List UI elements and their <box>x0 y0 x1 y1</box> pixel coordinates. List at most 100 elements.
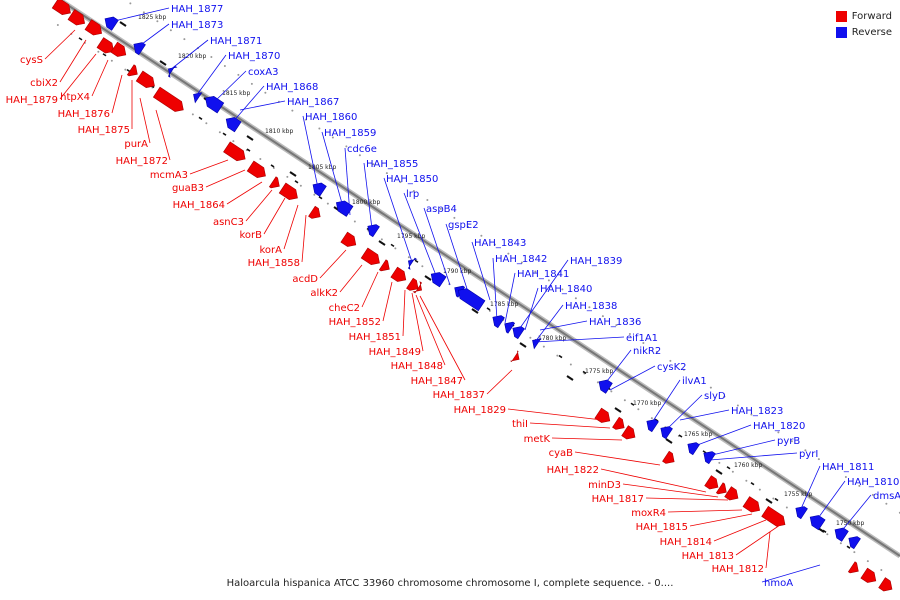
forward-gene-label[interactable]: thiI <box>512 419 528 430</box>
forward-gene-label[interactable]: cbiX2 <box>30 78 58 89</box>
forward-gene-label[interactable]: HAH_1813 <box>682 551 734 562</box>
forward-gene-label[interactable]: HAH_1852 <box>329 317 381 328</box>
forward-gene-arrow[interactable] <box>594 407 613 426</box>
reverse-gene-label[interactable]: hmoA <box>764 578 793 589</box>
reverse-gene-label[interactable]: pyrI <box>799 449 818 460</box>
reverse-gene-label[interactable]: HAH_1850 <box>386 174 438 185</box>
reverse-gene-arrow[interactable] <box>596 377 613 394</box>
forward-gene-label[interactable]: mcmA3 <box>150 170 188 181</box>
reverse-gene-label[interactable]: HAH_1870 <box>228 51 280 62</box>
forward-gene-label[interactable]: acdD <box>292 274 318 285</box>
forward-gene-arrow[interactable] <box>308 205 324 222</box>
forward-gene-label[interactable]: HAH_1849 <box>369 347 421 358</box>
forward-gene-label[interactable]: HAH_1872 <box>116 156 168 167</box>
reverse-gene-label[interactable]: HAH_1860 <box>305 112 357 123</box>
forward-gene-label[interactable]: HAH_1876 <box>58 109 110 120</box>
reverse-gene-label[interactable]: HAH_1871 <box>210 36 262 47</box>
reverse-gene-label[interactable]: HAH_1840 <box>540 284 592 295</box>
forward-gene-label[interactable]: cysS <box>20 55 43 66</box>
reverse-gene-arrow[interactable] <box>490 312 505 329</box>
forward-gene-arrow[interactable] <box>96 37 117 57</box>
forward-gene-label[interactable]: HAH_1879 <box>6 95 58 106</box>
reverse-gene-arrow[interactable] <box>793 503 808 520</box>
reverse-gene-arrow[interactable] <box>644 416 659 433</box>
forward-gene-label[interactable]: htpX4 <box>60 92 90 103</box>
reverse-gene-label[interactable]: pyrB <box>777 436 800 447</box>
reverse-gene-arrow[interactable] <box>310 180 327 197</box>
reverse-gene-arrow[interactable] <box>510 323 525 340</box>
reverse-gene-label[interactable]: HAH_1810 <box>847 477 899 488</box>
forward-gene-arrow[interactable] <box>724 486 742 504</box>
reverse-gene-arrow[interactable] <box>223 114 242 133</box>
forward-gene-label[interactable]: HAH_1822 <box>547 465 599 476</box>
forward-gene-arrow[interactable] <box>51 0 74 18</box>
forward-gene-arrow[interactable] <box>704 475 722 493</box>
forward-gene-arrow[interactable] <box>246 160 269 181</box>
reverse-gene-label[interactable]: HAH_1823 <box>731 406 783 417</box>
forward-gene-label[interactable]: HAH_1851 <box>349 332 401 343</box>
forward-gene-arrow[interactable] <box>612 416 628 433</box>
forward-gene-arrow[interactable] <box>847 561 861 576</box>
forward-gene-arrow[interactable] <box>223 141 249 164</box>
forward-gene-label[interactable]: HAH_1815 <box>636 522 688 533</box>
reverse-gene-label[interactable]: HAH_1842 <box>495 254 547 265</box>
reverse-gene-label[interactable]: slyD <box>704 391 726 402</box>
forward-gene-arrow[interactable] <box>621 425 639 443</box>
reverse-gene-arrow[interactable] <box>365 221 380 238</box>
forward-gene-label[interactable]: HAH_1814 <box>660 537 712 548</box>
forward-gene-arrow[interactable] <box>742 496 763 516</box>
reverse-gene-arrow[interactable] <box>333 198 354 217</box>
reverse-gene-label[interactable]: dmsA <box>873 491 900 502</box>
forward-gene-arrow[interactable] <box>406 277 422 294</box>
reverse-gene-label[interactable]: HAH_1838 <box>565 301 617 312</box>
reverse-gene-label[interactable]: ilvA1 <box>682 376 707 387</box>
reverse-gene-label[interactable]: HAH_1873 <box>171 20 223 31</box>
reverse-gene-arrow[interactable] <box>165 64 178 78</box>
reverse-gene-label[interactable]: lrp <box>406 189 419 200</box>
reverse-gene-label[interactable]: HAH_1811 <box>822 462 874 473</box>
reverse-gene-label[interactable]: cdc6e <box>347 144 377 155</box>
reverse-gene-arrow[interactable] <box>428 269 447 288</box>
forward-gene-arrow[interactable] <box>761 505 789 529</box>
forward-gene-label[interactable]: moxR4 <box>631 508 666 519</box>
forward-gene-arrow[interactable] <box>340 231 359 250</box>
forward-gene-label[interactable]: HAH_1858 <box>248 258 300 269</box>
forward-gene-label[interactable]: guaB3 <box>172 183 204 194</box>
forward-gene-label[interactable]: HAH_1847 <box>411 376 463 387</box>
reverse-gene-arrow[interactable] <box>455 285 486 312</box>
forward-gene-arrow[interactable] <box>152 86 186 115</box>
reverse-gene-label[interactable]: HAH_1839 <box>570 256 622 267</box>
forward-gene-label[interactable]: cyaB <box>549 448 574 459</box>
reverse-gene-label[interactable]: eif1A1 <box>626 333 658 344</box>
reverse-gene-label[interactable]: HAH_1843 <box>474 238 526 249</box>
forward-gene-arrow[interactable] <box>268 176 282 191</box>
reverse-gene-arrow[interactable] <box>846 533 861 550</box>
forward-gene-label[interactable]: alkK2 <box>310 288 338 299</box>
forward-gene-label[interactable]: cheC2 <box>329 303 360 314</box>
forward-gene-label[interactable]: HAH_1837 <box>433 390 485 401</box>
forward-gene-label[interactable]: HAH_1864 <box>173 200 225 211</box>
forward-gene-label[interactable]: HAH_1812 <box>712 564 764 575</box>
forward-gene-arrow[interactable] <box>715 482 729 497</box>
forward-gene-label[interactable]: HAH_1829 <box>454 405 506 416</box>
forward-gene-label[interactable]: HAH_1875 <box>78 125 130 136</box>
forward-gene-arrow[interactable] <box>135 70 158 91</box>
reverse-gene-label[interactable]: HAH_1868 <box>266 82 318 93</box>
reverse-gene-label[interactable]: nikR2 <box>633 346 661 357</box>
forward-gene-label[interactable]: metK <box>524 434 551 445</box>
forward-gene-arrow[interactable] <box>126 64 140 79</box>
reverse-gene-label[interactable]: HAH_1836 <box>589 317 641 328</box>
forward-gene-label[interactable]: HAH_1848 <box>391 361 443 372</box>
forward-gene-arrow[interactable] <box>67 9 88 29</box>
forward-gene-arrow[interactable] <box>84 19 105 39</box>
forward-gene-arrow[interactable] <box>360 247 383 268</box>
forward-gene-arrow[interactable] <box>860 567 879 586</box>
forward-gene-label[interactable]: asnC3 <box>213 217 244 228</box>
reverse-gene-label[interactable]: HAH_1820 <box>753 421 805 432</box>
reverse-gene-label[interactable]: HAH_1867 <box>287 97 339 108</box>
forward-gene-label[interactable]: purA <box>124 139 148 150</box>
reverse-gene-arrow[interactable] <box>131 39 146 56</box>
reverse-gene-label[interactable]: HAH_1841 <box>517 269 569 280</box>
reverse-gene-arrow[interactable] <box>405 256 418 270</box>
forward-gene-arrow[interactable] <box>390 266 409 285</box>
